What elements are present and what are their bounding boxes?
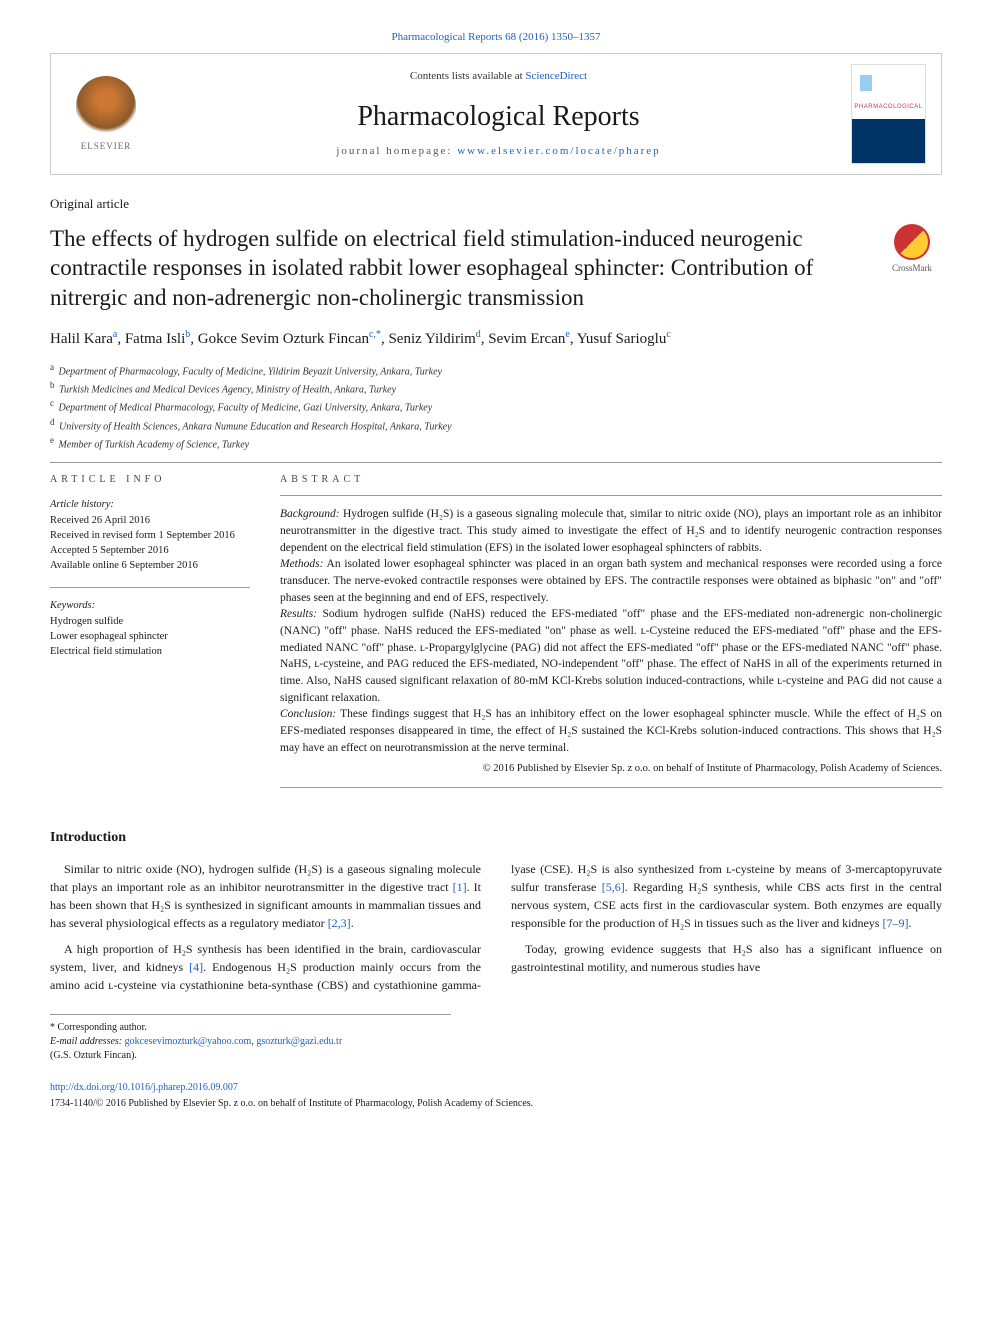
footer-copyright: 1734-1140/© 2016 Published by Elsevier S… (50, 1097, 942, 1111)
affiliation: e Member of Turkish Academy of Science, … (50, 434, 942, 452)
doi-link[interactable]: http://dx.doi.org/10.1016/j.pharep.2016.… (50, 1082, 238, 1093)
abstract-head: ABSTRACT (280, 473, 942, 487)
divider (50, 587, 250, 588)
corresponding-author: * Corresponding author. E-mail addresses… (50, 1014, 451, 1063)
intro-heading: Introduction (50, 828, 942, 848)
intro-para: Today, growing evidence suggests that H₂… (511, 940, 942, 976)
intro-body: Similar to nitric oxide (NO), hydrogen s… (50, 860, 942, 994)
homepage-line: journal homepage: www.elsevier.com/locat… (146, 144, 851, 159)
page-footer: http://dx.doi.org/10.1016/j.pharep.2016.… (50, 1081, 942, 1111)
elsevier-tree-icon (76, 76, 136, 136)
keywords-block: Keywords: Hydrogen sulfide Lower esophag… (50, 598, 250, 659)
journal-title: Pharmacological Reports (146, 97, 851, 136)
affiliations: a Department of Pharmacology, Faculty of… (50, 361, 942, 453)
affiliation: d University of Health Sciences, Ankara … (50, 416, 942, 434)
affiliation: b Turkish Medicines and Medical Devices … (50, 379, 942, 397)
homepage-prefix: journal homepage: (336, 145, 457, 157)
corr-email-1[interactable]: gokcesevimozturk@yahoo.com (125, 1036, 252, 1047)
abstract-body: Background: Hydrogen sulfide (H₂S) is a … (280, 506, 942, 756)
header-citation: Pharmacological Reports 68 (2016) 1350–1… (50, 30, 942, 45)
divider (280, 495, 942, 496)
elsevier-logo: ELSEVIER (66, 69, 146, 159)
affiliation: a Department of Pharmacology, Faculty of… (50, 361, 942, 379)
corr-email-2[interactable]: gsozturk@gazi.edu.tr (256, 1036, 342, 1047)
abstract-copyright: © 2016 Published by Elsevier Sp. z o.o. … (280, 762, 942, 777)
article-history: Article history: Received 26 April 2016 … (50, 497, 250, 573)
divider (50, 462, 942, 463)
authors-line: Halil Karaa, Fatma Islib, Gokce Sevim Oz… (50, 327, 942, 351)
journal-cover-thumb: PHARMACOLOGICAL (851, 64, 926, 164)
intro-para: Similar to nitric oxide (NO), hydrogen s… (50, 860, 481, 932)
article-title: The effects of hydrogen sulfide on elect… (50, 224, 862, 314)
contents-prefix: Contents lists available at (410, 70, 525, 82)
sciencedirect-link[interactable]: ScienceDirect (525, 70, 587, 82)
article-type: Original article (50, 195, 942, 213)
article-info-head: ARTICLE INFO (50, 473, 250, 487)
crossmark-icon (894, 224, 930, 260)
elsevier-label: ELSEVIER (81, 140, 132, 153)
crossmark-label: CrossMark (892, 263, 932, 273)
journal-banner: ELSEVIER Contents lists available at Sci… (50, 53, 942, 175)
affiliation: c Department of Medical Pharmacology, Fa… (50, 397, 942, 415)
divider (280, 787, 942, 788)
crossmark-badge[interactable]: CrossMark (882, 224, 942, 275)
journal-cover-label: PHARMACOLOGICAL (852, 103, 925, 111)
homepage-link[interactable]: www.elsevier.com/locate/pharep (457, 145, 660, 157)
contents-line: Contents lists available at ScienceDirec… (146, 69, 851, 84)
